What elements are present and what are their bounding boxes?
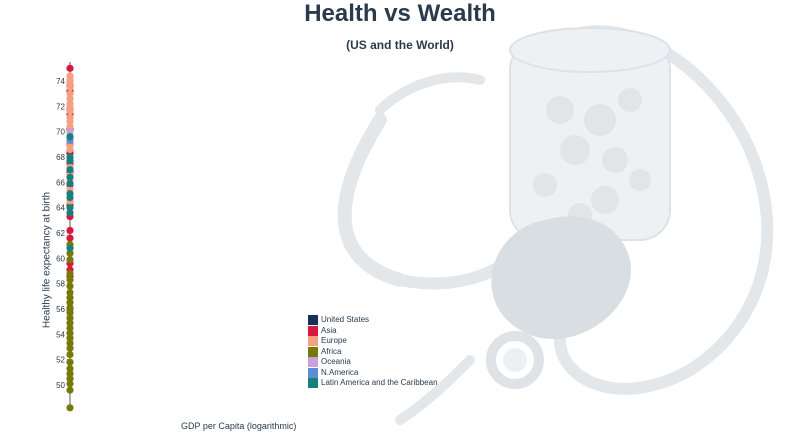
data-point[interactable] [66, 256, 74, 264]
y-tick-label: 70 [56, 128, 65, 137]
data-point[interactable] [66, 370, 74, 378]
data-point[interactable] [66, 234, 74, 242]
data-point[interactable] [66, 386, 74, 394]
data-point[interactable] [66, 95, 74, 103]
legend-label: Asia [321, 325, 337, 335]
legend-item[interactable]: Europe [308, 336, 438, 347]
data-point[interactable] [66, 117, 74, 126]
data-point[interactable] [66, 299, 74, 307]
legend-item[interactable]: United States [308, 315, 438, 326]
data-point[interactable] [66, 324, 74, 332]
legend-label: N.America [321, 367, 359, 377]
data-point[interactable] [66, 276, 74, 284]
legend-item[interactable]: Africa [308, 346, 438, 358]
legend-item[interactable]: N.America [308, 367, 438, 379]
legend-swatch [308, 378, 318, 389]
y-tick-label: 50 [56, 381, 65, 390]
data-point[interactable] [66, 244, 74, 252]
data-point[interactable] [66, 166, 74, 174]
data-point[interactable] [66, 358, 74, 366]
data-point[interactable] [66, 123, 74, 131]
data-point[interactable] [66, 145, 74, 153]
y-tick-label: 74 [56, 77, 65, 86]
data-point[interactable] [66, 90, 74, 98]
data-point[interactable] [66, 78, 74, 86]
y-tick-label: 66 [56, 178, 65, 187]
y-tick-label: 54 [56, 330, 65, 339]
data-point[interactable] [66, 204, 74, 212]
data-point[interactable] [66, 282, 74, 290]
legend: United States Asia Europe Africa Oceania N.Am… [308, 315, 438, 389]
data-point[interactable] [66, 404, 74, 412]
y-tick-label: 68 [56, 153, 65, 162]
data-point[interactable] [66, 209, 74, 217]
legend-item[interactable]: Asia [308, 325, 438, 337]
data-point[interactable] [66, 157, 74, 165]
x-axis-label: GDP per Capita (logarithmic) [181, 421, 297, 431]
legend-item[interactable]: Oceania [308, 357, 438, 368]
y-tick-label: 56 [56, 305, 65, 314]
legend-swatch [308, 367, 318, 378]
legend-item[interactable]: Latin America and the Caribbean [308, 378, 438, 389]
legend-swatch [308, 315, 318, 326]
data-point[interactable] [66, 128, 74, 136]
data-point[interactable] [66, 344, 74, 352]
data-point[interactable] [66, 380, 74, 388]
data-point[interactable] [66, 309, 74, 317]
data-point[interactable] [66, 83, 74, 91]
data-point[interactable] [66, 304, 74, 312]
data-point[interactable] [66, 375, 74, 383]
legend-label: Europe [321, 336, 347, 346]
data-point[interactable] [66, 351, 74, 359]
data-point[interactable] [66, 133, 74, 141]
data-point[interactable] [66, 107, 74, 115]
legend-label: Oceania [321, 357, 351, 367]
data-point[interactable] [66, 314, 74, 322]
data-point[interactable] [66, 173, 74, 181]
legend-label: Latin America and the Caribbean [321, 378, 438, 388]
legend-swatch [308, 346, 318, 357]
data-point[interactable] [66, 249, 74, 257]
legend-label: United States [321, 315, 370, 325]
data-point[interactable] [66, 180, 74, 188]
y-tick-label: 58 [56, 280, 65, 289]
legend-swatch [308, 357, 318, 368]
legend-swatch [308, 325, 318, 336]
data-point[interactable] [66, 226, 74, 235]
data-point[interactable] [66, 64, 74, 72]
y-tick-label: 52 [56, 356, 65, 365]
data-point[interactable] [66, 334, 74, 342]
data-point[interactable] [66, 329, 74, 337]
data-point[interactable] [66, 288, 74, 297]
data-point[interactable] [66, 339, 74, 347]
y-tick-label: 72 [56, 102, 65, 111]
y-tick-label: 64 [56, 204, 65, 213]
data-point[interactable] [66, 193, 74, 202]
data-point[interactable] [66, 364, 74, 373]
y-axis-label: Healthy life expectancy at birth [41, 191, 53, 329]
data-point[interactable] [66, 269, 74, 278]
legend-label: Africa [321, 346, 342, 356]
data-point[interactable] [66, 294, 74, 302]
y-tick-label: 62 [56, 229, 65, 238]
chart-title: Health vs Wealth [304, 0, 496, 27]
data-point[interactable] [66, 319, 74, 327]
y-tick-label: 60 [56, 254, 65, 263]
chart-subtitle: (US and the World) [346, 38, 454, 52]
legend-swatch [308, 336, 318, 347]
